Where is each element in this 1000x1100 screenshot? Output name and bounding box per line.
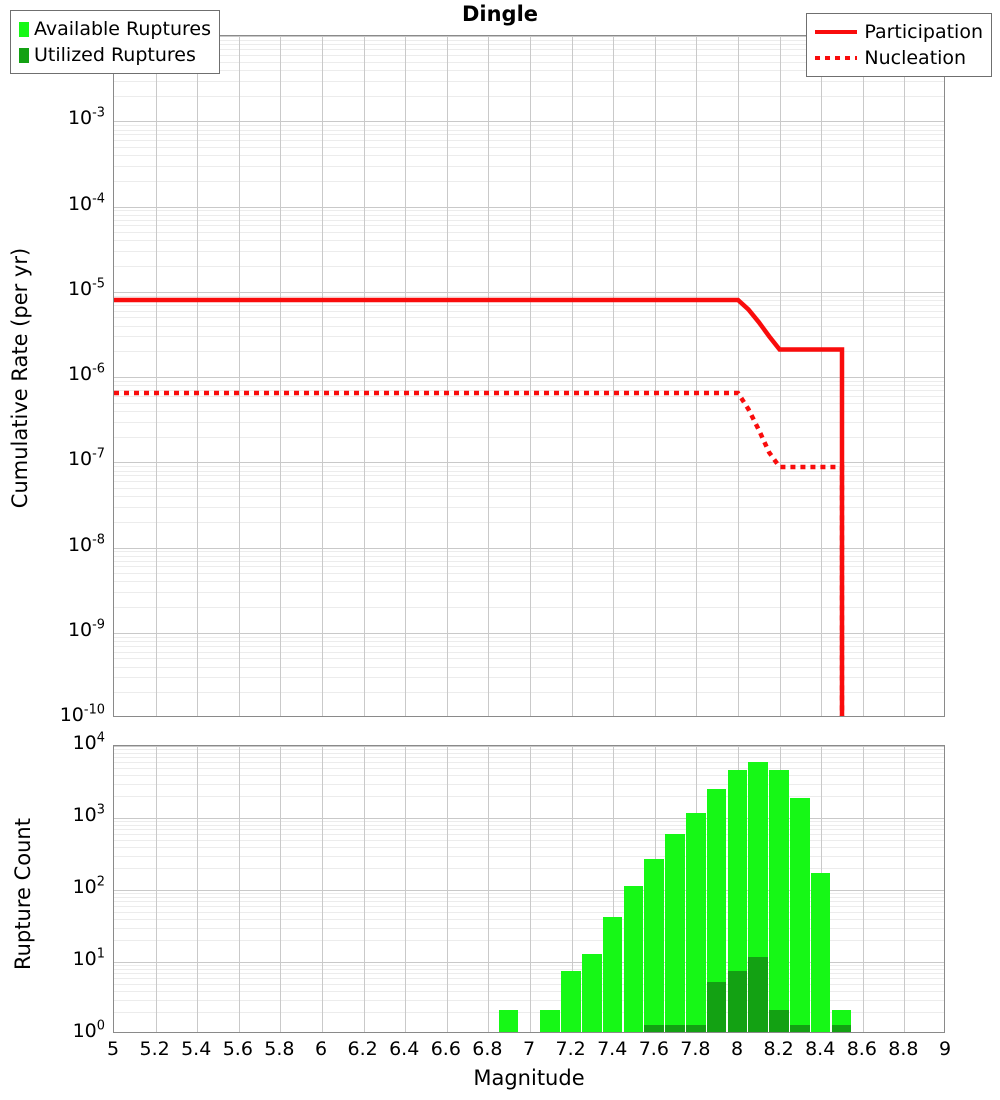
bar-available-ruptures: [665, 833, 685, 1032]
bottom-plot-y-ticks: 104 103 102 101 100: [5, 732, 105, 1042]
curve-legend: Participation Nucleation: [806, 13, 992, 77]
y-tick-label: 10-6: [67, 361, 105, 385]
x-tick-label: 8.2: [763, 1038, 794, 1060]
bar-available-ruptures: [561, 971, 581, 1032]
bar-utilized-ruptures: [686, 1025, 706, 1032]
y-tick-label: 100: [72, 1018, 105, 1042]
cumulative-rate-plot: [113, 35, 945, 717]
x-tick-label: 8.6: [846, 1038, 877, 1060]
utilized-ruptures-swatch-icon: [19, 47, 29, 63]
bar-available-ruptures: [727, 769, 748, 1032]
x-tick-label: 7: [522, 1038, 536, 1060]
bar-utilized-ruptures: [665, 1025, 685, 1032]
bar-utilized-ruptures: [644, 1025, 664, 1032]
y-tick-label: 103: [72, 802, 105, 826]
bar-available-ruptures: [790, 797, 810, 1032]
bar-available-ruptures: [644, 858, 664, 1032]
curve-participation: [114, 297, 845, 716]
bar-utilized-ruptures: [748, 957, 768, 1032]
participation-line-icon: [815, 30, 858, 34]
nucleation-dotted-line-icon: [815, 56, 858, 60]
available-ruptures-swatch-icon: [19, 21, 29, 37]
legend-label-available-ruptures: Available Ruptures: [34, 18, 211, 40]
x-tick-label: 8: [730, 1038, 744, 1060]
bar-available-ruptures: [706, 788, 727, 1032]
legend-item-available-ruptures: Available Ruptures: [19, 16, 211, 42]
x-tick-label: 6.6: [430, 1038, 461, 1060]
x-tick-label: 5.8: [264, 1038, 295, 1060]
rupture-count-plot: [113, 745, 945, 1033]
bar-available-ruptures: [769, 769, 789, 1032]
y-tick-label: 10-9: [67, 617, 105, 641]
y-tick-label: 101: [72, 946, 105, 970]
x-tick-label: 6.8: [472, 1038, 503, 1060]
x-tick-label: 5.2: [139, 1038, 170, 1060]
bar-available-ruptures: [602, 916, 623, 1032]
x-tick-label: 5.6: [222, 1038, 253, 1060]
y-tick-label: 10-5: [67, 276, 105, 300]
y-tick-label: 102: [72, 874, 105, 898]
bar-available-ruptures: [623, 886, 644, 1032]
x-tick-label: 8.4: [805, 1038, 836, 1060]
bar-available-ruptures: [582, 954, 602, 1032]
x-tick-label: 6.4: [389, 1038, 420, 1060]
x-tick-label: 5.4: [181, 1038, 212, 1060]
x-tick-label: 6.2: [347, 1038, 378, 1060]
x-tick-label: 7.6: [638, 1038, 669, 1060]
x-tick-label: 7.4: [597, 1038, 628, 1060]
y-tick-label: 10-7: [67, 446, 105, 471]
y-tick-label: 10-3: [67, 105, 105, 130]
rupture-legend: Available Ruptures Utilized Ruptures: [10, 10, 220, 74]
y-tick-label: 10-10: [59, 702, 105, 726]
legend-item-participation: Participation: [815, 19, 983, 45]
mfd-curves: [114, 297, 845, 716]
page-title: Dingle: [461, 2, 539, 26]
bar-available-ruptures: [686, 813, 706, 1032]
legend-label-participation: Participation: [864, 21, 983, 43]
bar-utilized-ruptures: [727, 971, 748, 1032]
x-tick-label: 6: [314, 1038, 328, 1060]
y-tick-label: 10-4: [67, 191, 105, 215]
bar-utilized-ruptures: [769, 1010, 789, 1032]
x-tick-label: 9: [938, 1038, 952, 1060]
y-tick-label: 10-8: [67, 532, 105, 556]
legend-item-utilized-ruptures: Utilized Ruptures: [19, 42, 211, 68]
x-axis-label: Magnitude: [473, 1066, 585, 1090]
bar-utilized-ruptures: [831, 1025, 852, 1032]
curve-nucleation: [114, 390, 845, 716]
bottom-plot-data-layer: [114, 746, 944, 1032]
x-tick-label: 7.2: [555, 1038, 586, 1060]
bar-utilized-ruptures: [706, 981, 727, 1032]
x-tick-label: 8.8: [888, 1038, 919, 1060]
y-tick-label: 104: [72, 730, 105, 754]
x-tick-label: 5: [106, 1038, 120, 1060]
top-plot-data-layer: [114, 36, 944, 716]
legend-item-nucleation: Nucleation: [815, 45, 983, 71]
bar-utilized-ruptures: [790, 1025, 810, 1032]
x-tick-label: 7.8: [680, 1038, 711, 1060]
bar-available-ruptures: [810, 873, 831, 1032]
legend-label-nucleation: Nucleation: [864, 47, 967, 69]
bar-available-ruptures: [498, 1010, 519, 1032]
top-plot-y-axis-label: Cumulative Rate (per yr): [8, 247, 32, 509]
bottom-plot-y-axis-label: Rupture Count: [11, 818, 35, 970]
legend-label-utilized-ruptures: Utilized Ruptures: [34, 44, 196, 66]
bar-available-ruptures: [540, 1010, 560, 1032]
